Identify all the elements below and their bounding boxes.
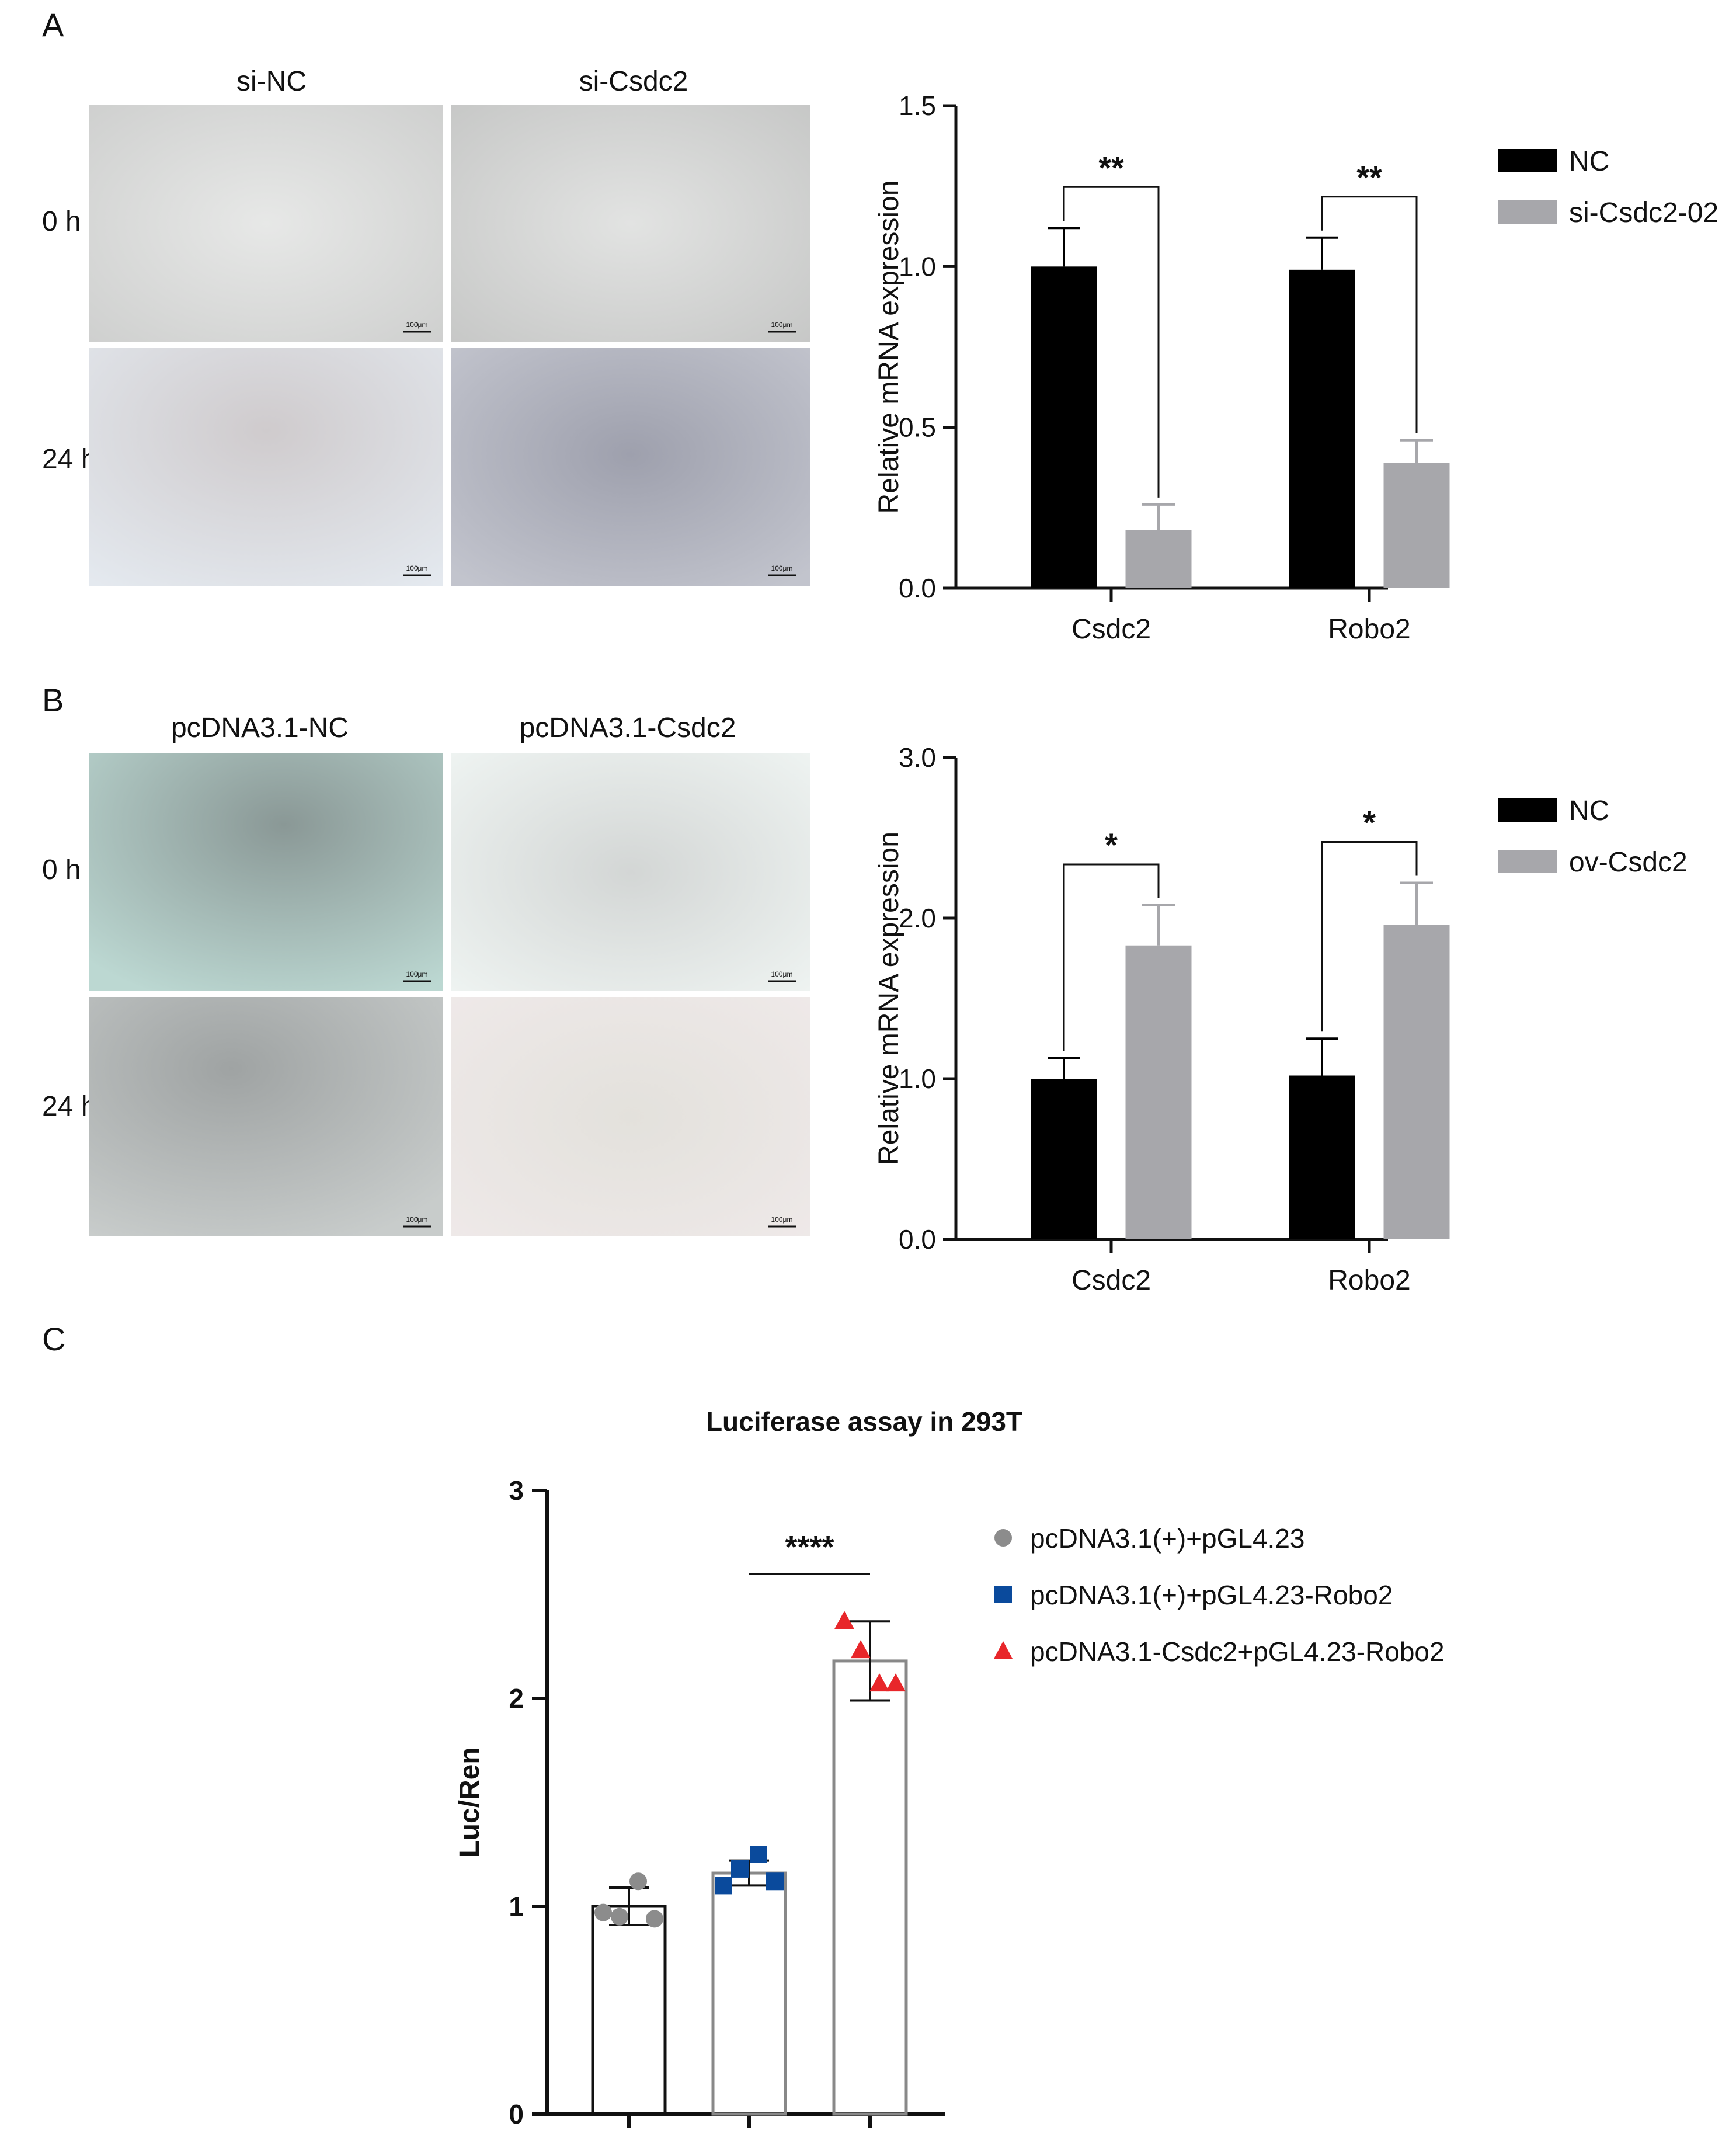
significance-bracket (1321, 841, 1418, 1032)
scale-bar-label: 100μm (406, 1215, 428, 1224)
y-tick-label: 3.0 (899, 742, 936, 773)
significance-label: * (1105, 826, 1118, 863)
y-tick-label: 0.5 (899, 412, 936, 443)
data-point-square (766, 1872, 784, 1891)
bar-chart-c: Luciferase assay in 293T 0 1 2 3 Luc/Ren **** p… (454, 1406, 1445, 2129)
micrograph-b-nc-24h (89, 997, 443, 1236)
legend-label: pcDNA3.1(+)+pGL4.23 (1030, 1523, 1305, 1554)
bar-chart-b: 0.0 1.0 2.0 3.0 Relative mRNA expression Csdc… (874, 742, 1688, 1296)
panel-b-col-label-2: pcDNA3.1-Csdc2 (520, 713, 736, 743)
panel-b-col-label-1: pcDNA3.1-NC (171, 713, 349, 743)
bar (1289, 269, 1355, 589)
panel-b-row-label-2: 24 h (42, 1091, 96, 1122)
bar (1125, 530, 1192, 588)
bar (1383, 925, 1450, 1239)
y-tick-label: 1 (509, 1891, 524, 1921)
panel-b-row-label-1: 0 h (42, 854, 81, 885)
bar (591, 1905, 667, 2116)
bar (711, 1871, 787, 2116)
bar-chart-a: 0.0 0.5 1.0 1.5 Relative mRNA expression Csdc… (874, 91, 1718, 645)
y-tick-label: 1.0 (899, 251, 936, 282)
bar (1289, 1075, 1355, 1239)
scale-bar-label: 100μm (406, 564, 428, 572)
y-axis-label: Relative mRNA expression (874, 180, 904, 514)
y-axis-label: Relative mRNA expression (874, 832, 904, 1165)
micrograph-a-si-csdc2-0h (451, 105, 810, 342)
data-point-triangle (886, 1673, 906, 1692)
legend-label: NC (1569, 146, 1609, 177)
data-point-square (750, 1846, 767, 1863)
panel-a-col-label-1: si-NC (236, 66, 307, 97)
panel-a-row-label-1: 0 h (42, 206, 81, 237)
bar (1031, 266, 1097, 588)
data-point-circle (629, 1872, 647, 1891)
data-point-triangle (834, 1611, 854, 1629)
micrograph-b-csdc2-0h (451, 753, 810, 991)
data-point-square (715, 1877, 732, 1895)
micrograph-a-si-csdc2-24h (451, 348, 810, 586)
scale-bar-label: 100μm (771, 1215, 793, 1224)
data-point-triangle (851, 1640, 871, 1659)
legend-swatch (1498, 798, 1557, 822)
legend-marker-circle (994, 1529, 1012, 1547)
bar (832, 1659, 908, 2116)
panel-b-letter: B (42, 682, 64, 718)
bar (1125, 945, 1192, 1239)
x-tick-label: Robo2 (1328, 1265, 1410, 1296)
micrograph-b-nc-0h (89, 753, 443, 991)
y-tick-label: 0.0 (899, 573, 936, 603)
x-tick-label: Robo2 (1328, 614, 1410, 645)
scale-bars-a: 100μm 100μm 100μm 100μm (403, 321, 796, 576)
significance-bracket (1321, 196, 1418, 433)
legend-label: ov-Csdc2 (1569, 847, 1688, 878)
legend-marker-square (994, 1586, 1012, 1603)
y-tick-label: 2 (509, 1683, 524, 1714)
chart-title: Luciferase assay in 293T (706, 1406, 1022, 1437)
data-point-circle (611, 1907, 628, 1926)
scale-bar-label: 100μm (771, 564, 793, 572)
scale-bar-label: 100μm (771, 970, 793, 978)
y-tick-label: 0.0 (899, 1224, 936, 1255)
scale-bars-b: 100μm 100μm 100μm 100μm (403, 970, 796, 1228)
significance-label: **** (785, 1530, 834, 1565)
panel-a-letter: A (42, 6, 64, 43)
panel-a-col-label-2: si-Csdc2 (579, 66, 688, 97)
scale-bar-label: 100μm (771, 321, 793, 329)
data-point-triangle (869, 1673, 889, 1692)
y-tick-label: 0 (509, 2099, 524, 2129)
legend-label: pcDNA3.1-Csdc2+pGL4.23-Robo2 (1030, 1636, 1445, 1667)
significance-label: ** (1356, 159, 1382, 196)
legend-swatch (1498, 200, 1557, 224)
y-tick-label: 2.0 (899, 903, 936, 933)
x-tick-label: Csdc2 (1071, 1265, 1151, 1296)
y-tick-label: 3 (509, 1475, 524, 1506)
y-axis-label: Luc/Ren (454, 1747, 485, 1857)
data-point-circle (594, 1903, 612, 1921)
legend-swatch (1498, 850, 1557, 873)
bar (1031, 1079, 1097, 1239)
data-point-square (731, 1860, 749, 1878)
y-tick-label: 1.0 (899, 1064, 936, 1094)
micrograph-a-si-nc-24h (89, 348, 443, 586)
significance-bracket (1063, 863, 1160, 1051)
x-tick-label: Csdc2 (1071, 614, 1151, 645)
panel-a-row-label-2: 24 h (42, 444, 96, 475)
significance-label: * (1363, 804, 1376, 841)
micrograph-b-csdc2-24h (451, 997, 810, 1236)
significance-bracket (1063, 186, 1160, 498)
legend-label: NC (1569, 795, 1609, 826)
y-tick-label: 1.5 (899, 91, 936, 121)
scale-bar-label: 100μm (406, 970, 428, 978)
legend-label: pcDNA3.1(+)+pGL4.23-Robo2 (1030, 1580, 1393, 1610)
data-point-circle (646, 1910, 663, 1928)
significance-label: ** (1098, 149, 1124, 186)
panel-c-letter: C (42, 1321, 65, 1357)
legend-label: si-Csdc2-02 (1569, 197, 1718, 228)
legend-swatch (1498, 149, 1557, 172)
scale-bar-label: 100μm (406, 321, 428, 329)
legend-marker-triangle (994, 1641, 1013, 1659)
bar (1383, 463, 1450, 588)
micrograph-a-si-nc-0h (89, 105, 443, 342)
